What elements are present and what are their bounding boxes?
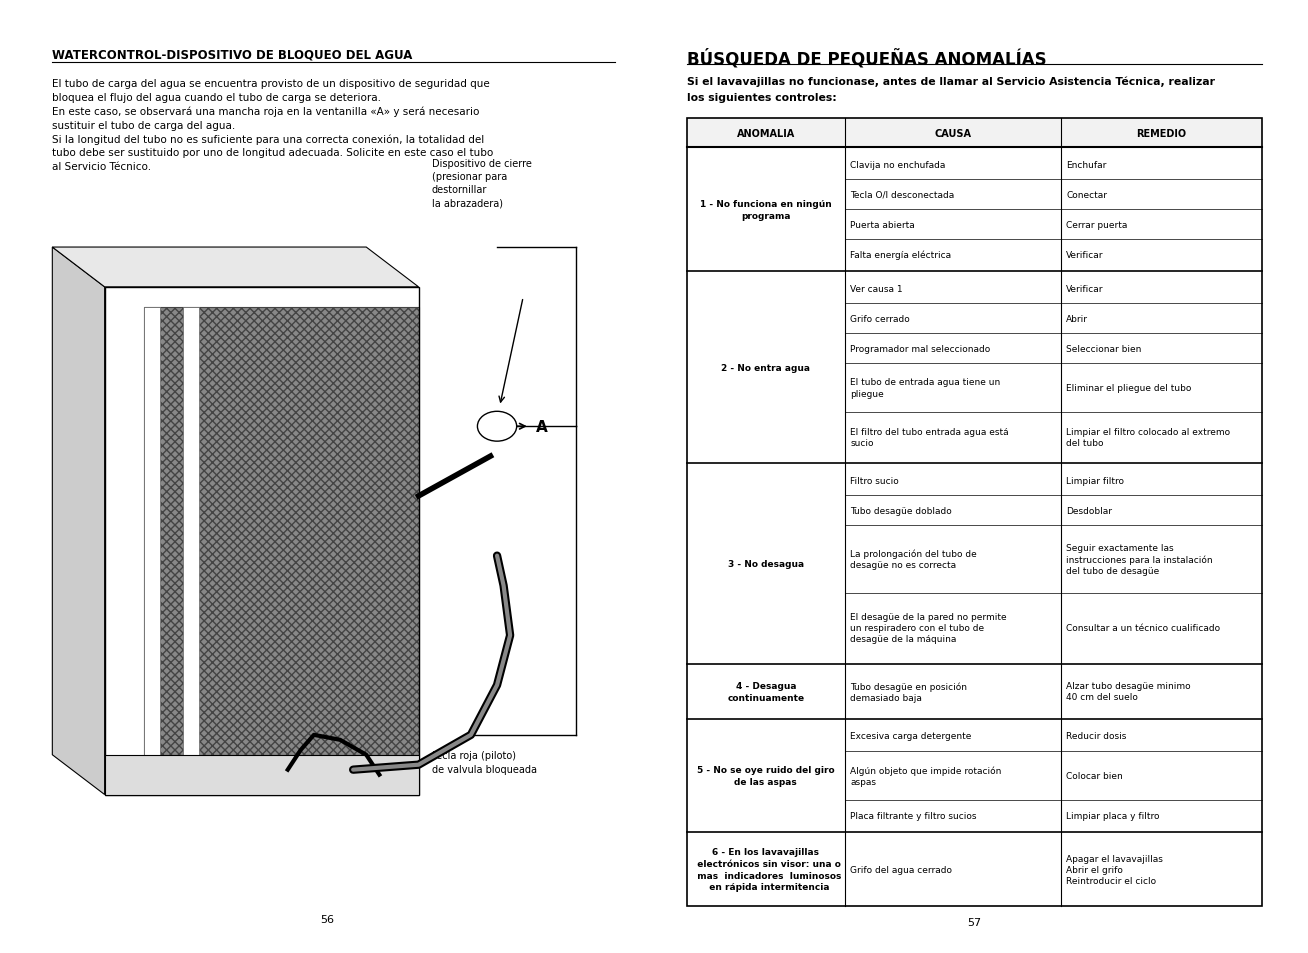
Text: 1 - No funciona en ningún
programa: 1 - No funciona en ningún programa bbox=[700, 200, 832, 221]
Polygon shape bbox=[52, 248, 105, 795]
Text: Colocar bien: Colocar bien bbox=[1066, 771, 1122, 781]
Text: 5 - No se oye ruido del giro
de las aspas: 5 - No se oye ruido del giro de las aspa… bbox=[697, 765, 835, 786]
Text: BÚSQUEDA DE PEQUEÑAS ANOMALÍAS: BÚSQUEDA DE PEQUEÑAS ANOMALÍAS bbox=[687, 49, 1046, 69]
Text: Filtro sucio: Filtro sucio bbox=[850, 476, 899, 485]
Text: Tubo desagüe doblado: Tubo desagüe doblado bbox=[850, 506, 952, 515]
Text: Verificar: Verificar bbox=[1066, 251, 1104, 260]
Text: Puerta abierta: Puerta abierta bbox=[850, 221, 916, 230]
Text: Falta energía eléctrica: Falta energía eléctrica bbox=[850, 251, 951, 260]
Text: A: A bbox=[536, 419, 548, 435]
Text: Excesiva carga detergente: Excesiva carga detergente bbox=[850, 731, 972, 740]
Text: El filtro del tubo entrada agua está
sucio: El filtro del tubo entrada agua está suc… bbox=[850, 427, 1008, 447]
Bar bbox=[105, 755, 419, 795]
Text: los siguientes controles:: los siguientes controles: bbox=[687, 92, 836, 103]
Text: Grifo del agua cerrado: Grifo del agua cerrado bbox=[850, 864, 952, 874]
Text: Seguir exactamente las
instrucciones para la instalación
del tubo de desagüe: Seguir exactamente las instrucciones par… bbox=[1066, 544, 1213, 576]
Text: Placa filtrante y filtro sucios: Placa filtrante y filtro sucios bbox=[850, 811, 977, 820]
Text: Conectar: Conectar bbox=[1066, 191, 1107, 200]
Text: al Servicio Técnico.: al Servicio Técnico. bbox=[52, 162, 152, 172]
Text: Limpiar el filtro colocado al extremo
del tubo: Limpiar el filtro colocado al extremo de… bbox=[1066, 427, 1230, 447]
Text: Verificar: Verificar bbox=[1066, 285, 1104, 294]
Text: Desdoblar: Desdoblar bbox=[1066, 506, 1112, 515]
Text: sustituir el tubo de carga del agua.: sustituir el tubo de carga del agua. bbox=[52, 120, 235, 131]
Text: bloquea el flujo del agua cuando el tubo de carga se deteriora.: bloquea el flujo del agua cuando el tubo… bbox=[52, 92, 382, 103]
Text: Reducir dosis: Reducir dosis bbox=[1066, 731, 1126, 740]
Text: tubo debe ser sustituido por uno de longitud adecuada. Solicite en este caso el : tubo debe ser sustituido por uno de long… bbox=[52, 149, 493, 158]
Text: Cerrar puerta: Cerrar puerta bbox=[1066, 221, 1127, 230]
Text: Grifo cerrado: Grifo cerrado bbox=[850, 314, 910, 323]
Text: El desagüe de la pared no permite
un respiradero con el tubo de
desagüe de la má: El desagüe de la pared no permite un res… bbox=[850, 613, 1007, 643]
Text: Alzar tubo desagüe minimo
40 cm del suelo: Alzar tubo desagüe minimo 40 cm del suel… bbox=[1066, 681, 1190, 701]
Text: 3 - No desagua: 3 - No desagua bbox=[727, 559, 804, 569]
Text: Algún objeto que impide rotación
aspas: Algún objeto que impide rotación aspas bbox=[850, 765, 1002, 786]
Text: Tecla roja (piloto)
de valvula bloqueada: Tecla roja (piloto) de valvula bloqueada bbox=[432, 750, 536, 774]
Text: Ver causa 1: Ver causa 1 bbox=[850, 285, 903, 294]
Bar bbox=[183, 308, 199, 755]
Bar bbox=[687, 118, 1262, 149]
Text: Eliminar el pliegue del tubo: Eliminar el pliegue del tubo bbox=[1066, 384, 1192, 393]
Text: 6 - En los lavavajillas
  electrónicos sin visor: una o
  mas  indicadores  lumi: 6 - En los lavavajillas electrónicos sin… bbox=[691, 847, 841, 891]
Text: Programador mal seleccionado: Programador mal seleccionado bbox=[850, 344, 990, 354]
Text: Apagar el lavavajillas
Abrir el grifo
Reintroducir el ciclo: Apagar el lavavajillas Abrir el grifo Re… bbox=[1066, 854, 1163, 884]
Polygon shape bbox=[52, 248, 419, 288]
Text: En este caso, se observará una mancha roja en la ventanilla «A» y será necesario: En este caso, se observará una mancha ro… bbox=[52, 107, 480, 117]
Bar bbox=[105, 288, 419, 795]
Bar bbox=[144, 308, 419, 755]
Text: Si la longitud del tubo no es suficiente para una correcta conexión, la totalida: Si la longitud del tubo no es suficiente… bbox=[52, 134, 484, 145]
Text: CAUSA: CAUSA bbox=[934, 129, 972, 138]
Bar bbox=[144, 308, 160, 755]
Text: 57: 57 bbox=[968, 917, 981, 927]
Text: 56: 56 bbox=[320, 914, 334, 924]
Text: WATERCONTROL-DISPOSITIVO DE BLOQUEO DEL AGUA: WATERCONTROL-DISPOSITIVO DE BLOQUEO DEL … bbox=[52, 49, 413, 62]
Text: Seleccionar bien: Seleccionar bien bbox=[1066, 344, 1142, 354]
Text: Dispositivo de cierre
(presionar para
destornillar
la abrazadera): Dispositivo de cierre (presionar para de… bbox=[432, 158, 531, 208]
Text: 4 - Desagua
continuamente: 4 - Desagua continuamente bbox=[727, 681, 804, 702]
Text: El tubo de entrada agua tiene un
pliegue: El tubo de entrada agua tiene un pliegue bbox=[850, 378, 1001, 398]
Text: Limpiar filtro: Limpiar filtro bbox=[1066, 476, 1124, 485]
Text: Abrir: Abrir bbox=[1066, 314, 1088, 323]
Text: Si el lavavajillas no funcionase, antes de llamar al Servicio Asistencia Técnica: Si el lavavajillas no funcionase, antes … bbox=[687, 77, 1215, 88]
Text: Enchufar: Enchufar bbox=[1066, 161, 1107, 170]
Text: Tecla O/I desconectada: Tecla O/I desconectada bbox=[850, 191, 955, 200]
Text: Clavija no enchufada: Clavija no enchufada bbox=[850, 161, 946, 170]
Text: Tubo desagüe en posición
demasiado baja: Tubo desagüe en posición demasiado baja bbox=[850, 681, 967, 701]
Text: REMEDIO: REMEDIO bbox=[1137, 129, 1186, 138]
Text: Consultar a un técnico cualificado: Consultar a un técnico cualificado bbox=[1066, 623, 1220, 633]
Text: 2 - No entra agua: 2 - No entra agua bbox=[721, 363, 811, 373]
Text: El tubo de carga del agua se encuentra provisto de un dispositivo de seguridad q: El tubo de carga del agua se encuentra p… bbox=[52, 79, 490, 89]
Text: La prolongación del tubo de
desagüe no es correcta: La prolongación del tubo de desagüe no e… bbox=[850, 549, 977, 570]
Text: ANOMALIA: ANOMALIA bbox=[736, 129, 795, 138]
Bar bbox=[687, 118, 1262, 906]
Circle shape bbox=[477, 412, 517, 441]
Text: Limpiar placa y filtro: Limpiar placa y filtro bbox=[1066, 811, 1159, 820]
